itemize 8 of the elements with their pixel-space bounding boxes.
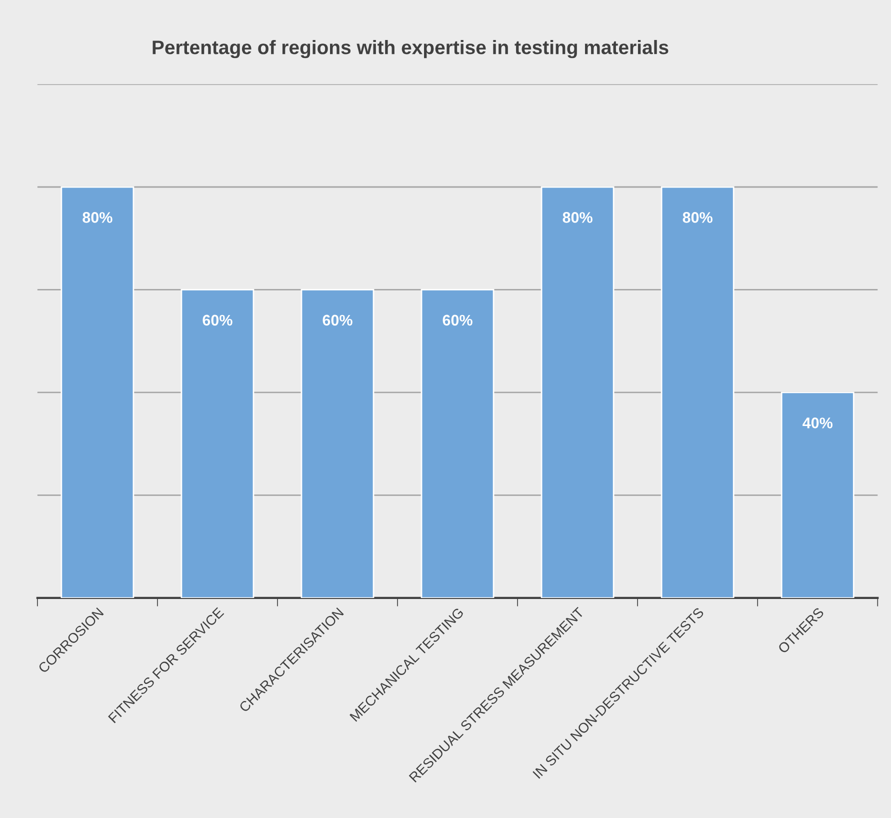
data-label: 80% — [562, 212, 592, 223]
data-label: 60% — [202, 314, 232, 326]
data-label: 80% — [682, 212, 712, 223]
data-label: 60% — [322, 314, 352, 326]
data-label: 60% — [442, 314, 472, 326]
chart-title: Pertentage of regions with expertise in testing materials — [152, 40, 668, 58]
data-label: 40% — [802, 418, 833, 428]
data-label: 80% — [82, 212, 112, 223]
